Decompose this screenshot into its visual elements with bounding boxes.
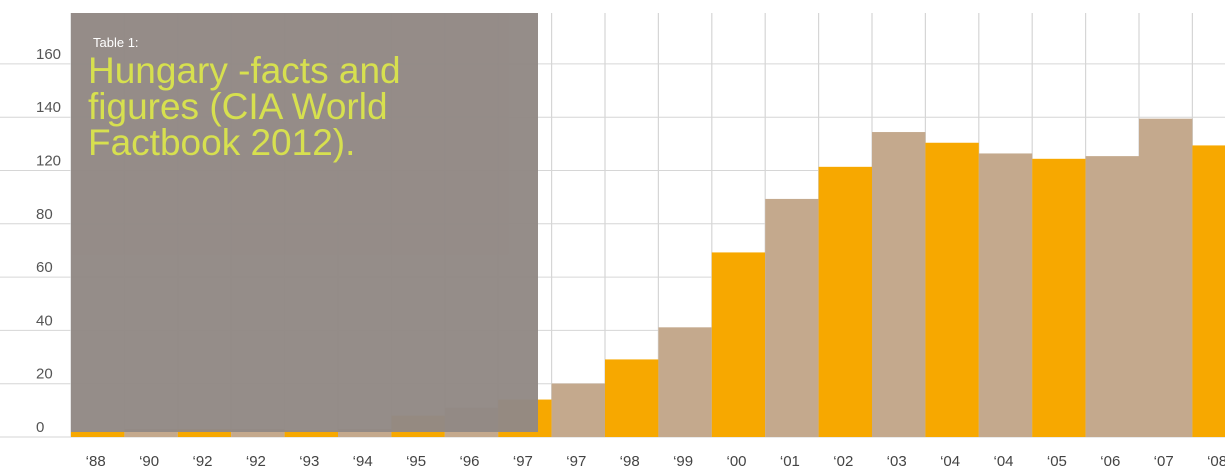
bar (872, 132, 926, 438)
y-tick-label: 20 (36, 366, 53, 383)
x-tick-label: ‘00 (726, 453, 746, 468)
bar (551, 383, 605, 437)
x-axis-ticks: ‘88 ‘90 ‘92 ‘92 ‘93 ‘94 ‘95 ‘96 ‘97 ‘97 ‘98 ‘99 ‘00 ‘… (86, 453, 1225, 468)
x-tick-label: ‘97 (513, 453, 533, 468)
y-tick-label: 120 (36, 153, 61, 170)
x-tick-label: ‘02 (833, 453, 853, 468)
y-tick-label: 40 (36, 312, 53, 329)
bar (1085, 156, 1139, 437)
bar (605, 359, 659, 437)
x-tick-label: ‘05 (1047, 453, 1067, 468)
x-tick-label: ‘04 (993, 453, 1013, 468)
y-tick-label: 140 (36, 99, 61, 116)
bar (1032, 158, 1086, 438)
bar (71, 431, 125, 437)
bar (978, 153, 1033, 437)
y-tick-label: 160 (36, 46, 61, 63)
x-tick-label: ‘03 (887, 453, 907, 468)
x-tick-label: ‘96 (459, 453, 479, 468)
x-tick-label: ‘01 (780, 453, 800, 468)
bar (231, 428, 285, 437)
x-tick-label: ‘88 (86, 453, 106, 468)
x-tick-label: ‘99 (673, 453, 693, 468)
x-tick-label: ‘92 (192, 453, 212, 468)
x-tick-label: ‘97 (566, 453, 586, 468)
bar (177, 428, 232, 437)
y-tick-label: 0 (36, 419, 44, 436)
x-tick-label: ‘08 (1207, 453, 1225, 468)
bar (765, 198, 819, 437)
caption-panel: Table 1: Hungary -facts and figures (CIA… (71, 13, 538, 432)
caption-title: Hungary -facts and figures (CIA World Fa… (88, 50, 401, 163)
bar (338, 428, 392, 437)
x-tick-label: ‘07 (1154, 453, 1174, 468)
x-tick-label: ‘90 (139, 453, 159, 468)
y-tick-label: 60 (36, 259, 53, 276)
bar (925, 142, 979, 437)
y-axis-ticks: 0 20 40 60 80 120 140 160 (36, 46, 61, 436)
bar (1192, 145, 1225, 438)
x-tick-label: ‘94 (353, 453, 373, 468)
bar (1139, 118, 1193, 438)
x-tick-label: ‘95 (406, 453, 426, 468)
x-tick-label: ‘93 (299, 453, 319, 468)
bar (658, 327, 712, 437)
bar (818, 166, 872, 437)
x-tick-label: ‘04 (940, 453, 960, 468)
bar (284, 430, 338, 437)
bar (711, 252, 766, 437)
caption-label: Table 1: (93, 35, 139, 50)
bar (124, 428, 178, 437)
x-tick-label: ‘92 (246, 453, 266, 468)
y-tick-label: 80 (36, 206, 53, 223)
x-tick-label: ‘06 (1100, 453, 1120, 468)
x-tick-label: ‘98 (620, 453, 640, 468)
